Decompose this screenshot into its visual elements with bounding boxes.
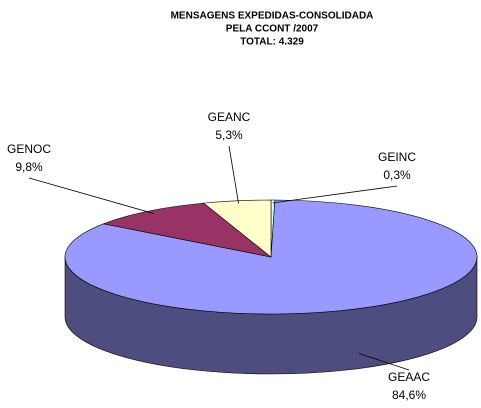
chart-title: TOTAL: 4.329 — [240, 37, 304, 48]
slice-label: GENOC — [7, 142, 51, 156]
leader-line — [28, 177, 155, 214]
chart-title: PELA CCONT /2007 — [226, 24, 319, 35]
leader-line — [358, 353, 410, 371]
value-label: 9,8% — [15, 160, 43, 174]
slice — [102, 202, 272, 258]
chart-title: MENSAGENS EXPEDIDAS-CONSOLIDADA — [171, 11, 374, 22]
value-label: 0,3% — [383, 168, 411, 182]
slice — [202, 199, 272, 258]
slice-label: GEAAC — [388, 370, 430, 384]
value-label: 5,3% — [215, 128, 243, 142]
slice-label: GEINC — [378, 150, 416, 164]
value-label: 84,6% — [392, 388, 426, 402]
slice-label: GEANC — [208, 110, 251, 124]
leader-line — [272, 185, 398, 204]
leader-line — [228, 145, 239, 204]
